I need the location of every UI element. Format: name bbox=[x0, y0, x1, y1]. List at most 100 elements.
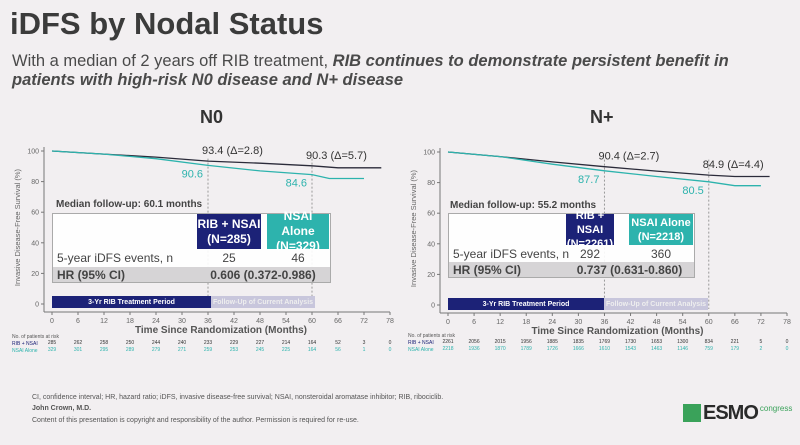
x-axis-label: Time Since Randomization (Months) bbox=[531, 326, 703, 337]
summary-table-n0: RIB + NSAI (N=285) NSAI Alone (N=329) 5-ye… bbox=[52, 209, 331, 283]
at-risk-value: 5 bbox=[760, 339, 763, 345]
at-risk-value: 289 bbox=[126, 347, 135, 353]
at-risk-value: 759 bbox=[705, 346, 714, 352]
at-risk-value: 1835 bbox=[573, 339, 584, 345]
at-risk-value: 2261 bbox=[442, 339, 453, 345]
y-tick-label: 20 bbox=[427, 272, 435, 279]
subtitle-line-2: patients with high-risk N0 disease and N… bbox=[12, 71, 403, 90]
esmo-logo-badge bbox=[683, 404, 701, 422]
y-tick-label: 40 bbox=[427, 241, 435, 248]
at-risk-value: 1789 bbox=[521, 346, 532, 352]
at-risk-value: 2 bbox=[760, 346, 763, 352]
risk-header-n0: No. of patients at risk bbox=[12, 334, 59, 340]
x-tick-label: 36 bbox=[601, 319, 609, 326]
esmo-logo-text: ESMO bbox=[703, 402, 759, 424]
x-tick-label: 72 bbox=[360, 318, 368, 325]
events-label-n0: 5-year iDFS events, n bbox=[57, 251, 174, 265]
km-curve-nsai bbox=[51, 150, 364, 180]
x-tick-label: 78 bbox=[783, 319, 791, 326]
slide-title: iDFS by Nodal Status bbox=[10, 6, 324, 41]
subtitle-plain: With a median of 2 years off RIB treatme… bbox=[12, 52, 333, 70]
at-risk-value: 0 bbox=[389, 340, 392, 346]
author: John Crown, M.D. bbox=[32, 405, 92, 412]
x-tick-label: 42 bbox=[230, 318, 238, 325]
at-risk-value: 227 bbox=[256, 340, 265, 346]
at-risk-value: 258 bbox=[100, 340, 109, 346]
header-nsai-npos: NSAI Alone (N=2218) bbox=[629, 214, 693, 245]
copyright-notice: Content of this presentation is copyrigh… bbox=[32, 417, 359, 424]
at-risk-value: 179 bbox=[731, 346, 740, 352]
x-tick-label: 36 bbox=[204, 318, 212, 325]
summary-table-npos: RIB + NSAI (N=2261) NSAI Alone (N=2218) 5-… bbox=[448, 210, 695, 278]
at-risk-value: 229 bbox=[230, 340, 239, 346]
at-risk-value: 3 bbox=[363, 340, 366, 346]
at-risk-value: 271 bbox=[178, 347, 187, 353]
at-risk-value: 1726 bbox=[547, 346, 558, 352]
at-risk-value: 1666 bbox=[573, 346, 584, 352]
x-tick-label: 6 bbox=[76, 318, 80, 325]
events-rib-npos: 292 bbox=[579, 247, 601, 261]
x-tick-label: 6 bbox=[472, 319, 476, 326]
x-tick-label: 0 bbox=[446, 319, 450, 326]
x-tick-label: 54 bbox=[282, 318, 290, 325]
hr-label-n0: HR (95% CI) bbox=[57, 268, 126, 282]
at-risk-value: 329 bbox=[48, 347, 57, 353]
at-risk-value: 1769 bbox=[599, 339, 610, 345]
x-tick-label: 0 bbox=[50, 318, 54, 325]
x-tick-label: 12 bbox=[496, 319, 504, 326]
hr-label-npos: HR (95% CI) bbox=[453, 263, 522, 277]
at-risk-value: 1730 bbox=[625, 339, 636, 345]
risk-label-rib-n0: RIB + NSAI bbox=[12, 341, 38, 347]
subtitle-line-1: With a median of 2 years off RIB treatme… bbox=[12, 52, 729, 71]
x-tick-label: 66 bbox=[334, 318, 342, 325]
x-tick-label: 60 bbox=[308, 318, 316, 325]
x-tick-label: 60 bbox=[705, 319, 713, 326]
at-risk-value: 233 bbox=[204, 340, 213, 346]
km-curve-nsai bbox=[447, 151, 761, 187]
risk-label-nsai-npos: NSAI Alone bbox=[408, 347, 434, 353]
median-followup-npos: Median follow-up: 55.2 months bbox=[450, 200, 597, 211]
at-risk-value: 1885 bbox=[547, 339, 558, 345]
at-risk-value: 225 bbox=[282, 347, 291, 353]
x-tick-label: 54 bbox=[679, 319, 687, 326]
y-tick-label: 80 bbox=[427, 180, 435, 187]
at-risk-value: 52 bbox=[335, 340, 341, 346]
hr-row-bg-npos bbox=[449, 262, 694, 277]
at-risk-value: 2015 bbox=[495, 339, 506, 345]
esmo-logo: ESMO congress bbox=[683, 402, 793, 424]
y-axis-label: Invasive Disease-Free Survival (%) bbox=[409, 169, 418, 287]
at-risk-value: 253 bbox=[230, 347, 239, 353]
followup-bar-n0: Follow-Up of Current Analysis bbox=[211, 296, 315, 308]
at-risk-value: 1653 bbox=[651, 339, 662, 345]
panel-title-npos: N+ bbox=[590, 107, 614, 127]
at-risk-value: 0 bbox=[389, 347, 392, 353]
esmo-logo-suffix: congress bbox=[759, 404, 793, 413]
at-risk-value: 164 bbox=[308, 340, 317, 346]
panel-title-n0: N0 bbox=[200, 107, 224, 127]
hr-value-npos: 0.737 (0.631-0.860) bbox=[576, 263, 683, 277]
x-tick-label: 18 bbox=[126, 318, 134, 325]
at-risk-value: 834 bbox=[705, 339, 714, 345]
y-tick-label: 40 bbox=[31, 240, 39, 247]
hr-row-bg-n0 bbox=[53, 267, 330, 282]
at-risk-value: 259 bbox=[204, 347, 213, 353]
at-risk-value: 1936 bbox=[469, 346, 480, 352]
treatment-period-bar-npos: 3-Yr RIB Treatment Period bbox=[448, 298, 604, 310]
risk-label-rib-npos: RIB + NSAI bbox=[408, 340, 434, 346]
at-risk-value: 164 bbox=[308, 347, 317, 353]
annotation-label: 84.6 bbox=[286, 178, 307, 190]
x-tick-label: 24 bbox=[152, 318, 160, 325]
subtitle-bold-1: RIB continues to demonstrate persistent … bbox=[332, 52, 729, 70]
annotation-label: 84.9 (Δ=4.4) bbox=[703, 159, 764, 171]
annotation-label: 90.6 bbox=[182, 168, 203, 180]
hr-value-n0: 0.606 (0.372-0.986) bbox=[210, 268, 316, 282]
annotation-label: 90.4 (Δ=2.7) bbox=[598, 151, 659, 163]
at-risk-value: 250 bbox=[126, 340, 135, 346]
x-tick-label: 48 bbox=[256, 318, 264, 325]
x-tick-label: 48 bbox=[653, 319, 661, 326]
treatment-period-bar-n0: 3-Yr RIB Treatment Period bbox=[52, 296, 211, 308]
at-risk-value: 2218 bbox=[442, 346, 453, 352]
at-risk-value: 285 bbox=[48, 340, 57, 346]
at-risk-value: 244 bbox=[152, 340, 161, 346]
